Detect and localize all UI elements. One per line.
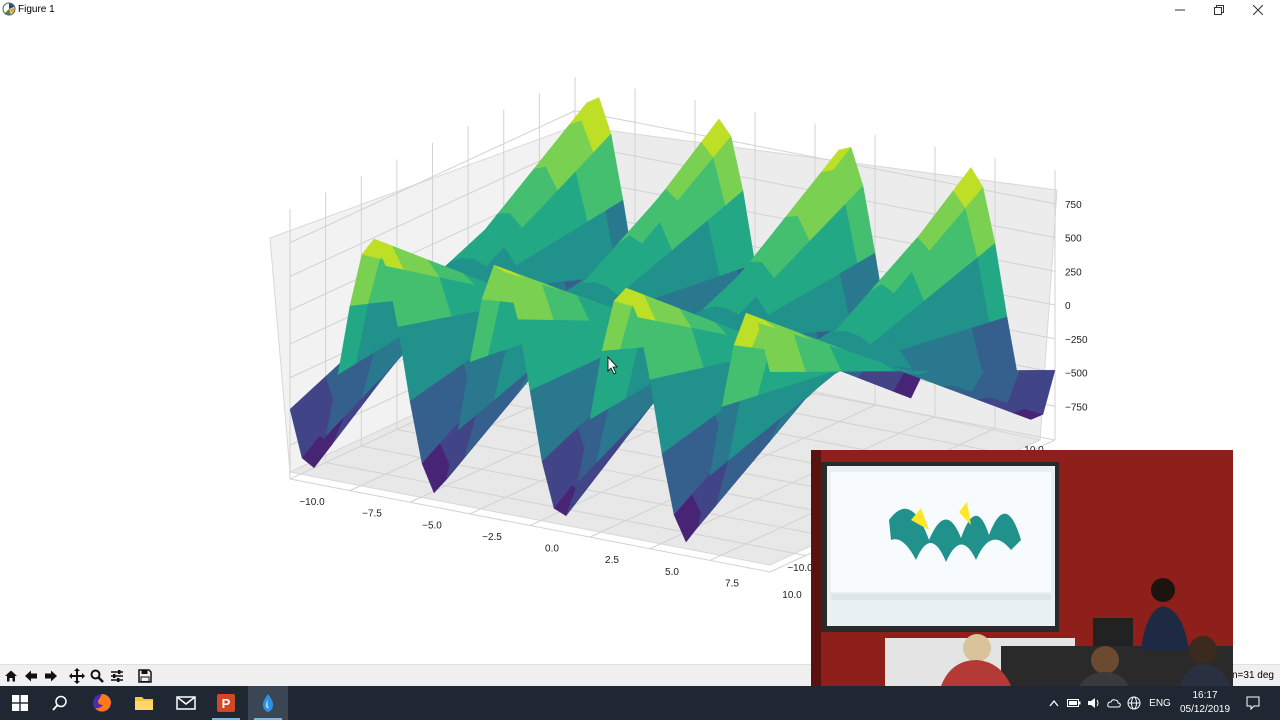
x-tick-label: 7.5 xyxy=(725,578,739,589)
mouse-cursor-icon xyxy=(607,355,618,375)
firefox-icon xyxy=(93,694,111,712)
show-hidden-icons-button[interactable] xyxy=(1046,686,1062,720)
restore-icon xyxy=(1214,5,1224,15)
chevron-up-icon xyxy=(1049,699,1059,707)
x-tick-label: 5.0 xyxy=(665,567,679,578)
svg-text:P: P xyxy=(222,696,231,711)
z-tick-label: −250 xyxy=(1065,335,1088,346)
restore-button[interactable] xyxy=(1199,0,1239,20)
configure-subplots-icon xyxy=(111,670,123,682)
minimize-icon xyxy=(1175,9,1185,11)
action-center-button[interactable] xyxy=(1244,686,1262,720)
close-icon xyxy=(1253,5,1263,15)
x-tick-label: −7.5 xyxy=(362,509,382,520)
webcam-overlay xyxy=(811,450,1233,686)
pan-button[interactable] xyxy=(68,667,86,685)
volume-icon xyxy=(1088,698,1099,708)
home-icon xyxy=(5,670,17,682)
search-icon xyxy=(52,695,67,711)
grid-line xyxy=(396,429,877,523)
notification-icon xyxy=(1246,696,1260,710)
x-tick-label: 10.0 xyxy=(782,590,802,601)
taskbar-firefox[interactable] xyxy=(82,686,122,720)
z-tick-label: 500 xyxy=(1065,234,1082,245)
surface-mesh xyxy=(289,97,1056,543)
x-tick-label: −5.0 xyxy=(422,520,442,531)
back-button[interactable] xyxy=(22,667,40,685)
close-button[interactable] xyxy=(1238,0,1278,20)
file-explorer-icon xyxy=(135,697,153,710)
taskbar-mail[interactable] xyxy=(166,686,206,720)
language-indicator[interactable]: ENG xyxy=(1146,686,1174,720)
powerpoint-icon: P xyxy=(217,694,235,712)
taskbar-python[interactable] xyxy=(248,686,288,720)
surface-patch xyxy=(757,322,789,373)
configure-subplots-button[interactable] xyxy=(108,667,126,685)
z-tick-label: −500 xyxy=(1065,369,1088,380)
battery-icon xyxy=(1067,699,1081,707)
battery-button[interactable] xyxy=(1066,686,1082,720)
taskbar-file-explorer[interactable] xyxy=(124,686,164,720)
windows-taskbar: P ENG 16:17 05/12/2019 xyxy=(0,686,1280,720)
globe-icon xyxy=(1127,696,1141,710)
search-button[interactable] xyxy=(40,686,80,720)
z-tick-label: 250 xyxy=(1065,267,1082,278)
onedrive-button[interactable] xyxy=(1106,686,1122,720)
z-tick-label: −750 xyxy=(1065,402,1088,413)
zoom-button[interactable] xyxy=(88,667,106,685)
python-running-indicator xyxy=(254,718,282,720)
z-axis-ticks: 750 500 250 0 −250 −500 −750 xyxy=(1065,200,1088,414)
python-icon xyxy=(262,694,274,712)
grid-line xyxy=(289,144,576,277)
powerpoint-running-indicator xyxy=(212,718,240,720)
pan-icon xyxy=(69,668,85,684)
taskbar-clock[interactable]: 16:17 05/12/2019 xyxy=(1170,689,1240,717)
minimize-button[interactable] xyxy=(1160,0,1200,20)
surface-plot-canvas[interactable]: −10.0 −7.5 −5.0 −2.5 0.0 2.5 5.0 7.5 10.0 750 500… xyxy=(0,20,1280,664)
forward-button[interactable] xyxy=(42,667,60,685)
x-tick-label: −2.5 xyxy=(482,532,502,543)
x-tick-label: −10.0 xyxy=(299,497,325,508)
language-label: ENG xyxy=(1149,697,1171,709)
clock-time: 16:17 xyxy=(1192,690,1218,701)
grid-line xyxy=(289,110,576,244)
windows-start-icon xyxy=(12,695,28,711)
clock-date: 05/12/2019 xyxy=(1179,704,1231,715)
grid-line xyxy=(289,478,771,573)
z-tick-label: 750 xyxy=(1065,200,1082,211)
volume-button[interactable] xyxy=(1086,686,1102,720)
taskbar-powerpoint[interactable]: P xyxy=(206,686,246,720)
forward-icon xyxy=(45,670,57,682)
y-tick-label: −10.0 xyxy=(787,563,813,574)
matplotlib-app-icon xyxy=(2,2,16,16)
z-tick-label: 0 xyxy=(1065,301,1071,312)
lecture-room-video xyxy=(811,450,1233,686)
network-button[interactable] xyxy=(1126,686,1142,720)
save-icon xyxy=(138,669,152,683)
x-axis-ticks: −10.0 −7.5 −5.0 −2.5 0.0 2.5 5.0 7.5 10.0 xyxy=(299,497,802,601)
start-button[interactable] xyxy=(0,686,40,720)
window-titlebar: Figure 1 xyxy=(0,0,1280,20)
x-tick-label: 0.0 xyxy=(545,544,559,555)
cloud-icon xyxy=(1107,699,1121,708)
back-icon xyxy=(25,670,37,682)
save-button[interactable] xyxy=(136,667,154,685)
coordinates-readout: n=31 deg xyxy=(1232,670,1274,681)
mail-icon xyxy=(176,696,196,710)
x-tick-label: 2.5 xyxy=(605,555,619,566)
home-button[interactable] xyxy=(2,667,20,685)
zoom-icon xyxy=(90,669,104,683)
window-title: Figure 1 xyxy=(18,4,55,15)
